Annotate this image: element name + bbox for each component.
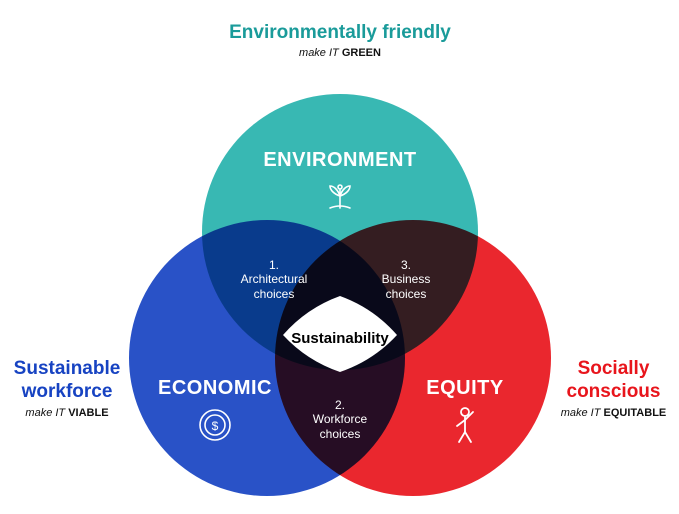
external-sub-right: make IT EQUITABLE xyxy=(556,407,671,420)
intersection-architectural: 1. Architectural choices xyxy=(228,258,320,301)
external-sub-top: make IT GREEN xyxy=(200,47,480,60)
external-label-top: Environmentally friendly make IT GREEN xyxy=(200,22,480,60)
coin-icon: $ xyxy=(196,406,234,444)
intersection-business: 3. Business choices xyxy=(362,258,450,301)
svg-text:$: $ xyxy=(212,419,219,433)
center-label: Sustainability xyxy=(280,330,400,348)
venn-diagram: Environmentally friendly make IT GREEN S… xyxy=(0,0,679,514)
plant-icon xyxy=(320,176,360,216)
external-label-right: Socially conscious make IT EQUITABLE xyxy=(556,358,671,420)
intersection-workforce: 2. Workforce choices xyxy=(298,398,382,441)
circle-title-economic: ECONOMIC xyxy=(140,376,290,400)
circle-title-equity: EQUITY xyxy=(395,376,535,400)
circle-title-environment: ENVIRONMENT xyxy=(240,148,440,172)
external-title-top: Environmentally friendly xyxy=(200,22,480,45)
external-label-left: Sustainable workforce make IT VIABLE xyxy=(8,358,126,420)
person-icon xyxy=(445,404,485,446)
external-title-right: Socially conscious xyxy=(556,358,671,404)
external-title-left: Sustainable workforce xyxy=(8,358,126,404)
external-sub-left: make IT VIABLE xyxy=(8,407,126,420)
